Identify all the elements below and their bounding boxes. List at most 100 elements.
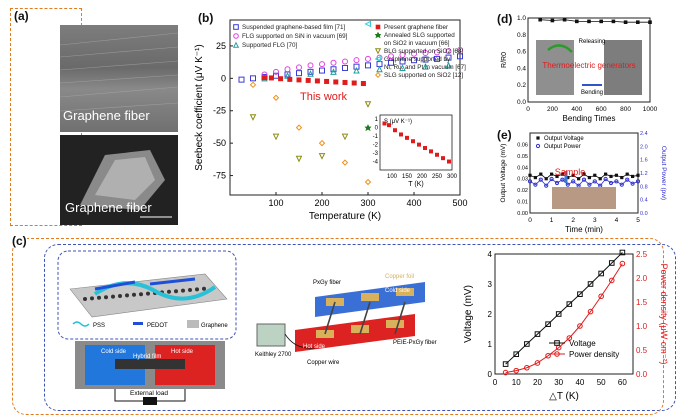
thermoelectric-module: PxGy fiber Copper foil Cold side Hot side Ke… — [255, 274, 437, 366]
copper-wire-label: Copper wire — [307, 360, 340, 366]
legend-label: Graphene supported by — [384, 56, 451, 63]
x-tick-label: 1000 — [643, 106, 658, 113]
carbon-atom — [139, 292, 143, 297]
panel-a-label: (a) — [14, 9, 29, 23]
data-point — [577, 323, 583, 329]
data-point — [534, 331, 541, 337]
inset-point — [429, 149, 433, 154]
y2-tick-label: 1.2 — [640, 171, 648, 177]
data-point — [399, 64, 406, 71]
y-tick-label: 0 — [488, 370, 493, 379]
data-point — [614, 173, 618, 177]
y2-tick-label: 0.0 — [640, 211, 648, 217]
x-tick-label: 200 — [547, 106, 558, 113]
data-point — [533, 182, 538, 187]
data-point — [278, 76, 284, 82]
schematic-box — [57, 250, 237, 340]
y2-tick-label: 1.6 — [640, 158, 648, 164]
data-point — [575, 19, 579, 24]
data-point — [273, 68, 279, 75]
data-point — [399, 52, 406, 58]
series-line — [505, 252, 623, 365]
data-point — [351, 80, 357, 86]
y-axis-label: Seebeck coefficient (μV K⁻¹) — [194, 44, 205, 170]
x-tick-label: 3 — [593, 217, 597, 224]
overlay-label: Thermoelectric generators — [542, 61, 635, 70]
legend-label: Voltage — [569, 339, 596, 348]
inset-x-label: T (K) — [408, 181, 423, 188]
pedot-chain — [94, 277, 196, 291]
data-point — [614, 179, 619, 184]
x-axis-label: Bending Times — [563, 114, 616, 123]
data-point — [502, 361, 509, 367]
pss-legend-label: PSS — [93, 323, 105, 329]
carbon-atom — [83, 297, 87, 301]
inset-point — [405, 135, 409, 140]
y-tick-label: 0.03 — [517, 177, 528, 183]
data-point — [544, 177, 548, 181]
external-load-box — [143, 397, 157, 405]
legend-marker — [536, 136, 540, 140]
data-point — [538, 177, 543, 182]
data-point — [305, 77, 311, 83]
hot-side-label: Hot side — [303, 344, 326, 350]
hybrid-film-device: PSS PEDOT Graphene Cold side Hybrid film Hot … — [57, 250, 237, 405]
sem-caption-bottom: Graphene fiber — [65, 200, 152, 215]
data-point — [272, 133, 280, 141]
data-point — [635, 179, 641, 184]
data-point — [608, 260, 615, 266]
legend-marker — [535, 143, 541, 149]
data-point — [318, 153, 326, 160]
data-point — [330, 59, 337, 66]
legend-label: Output Voltage — [544, 136, 584, 142]
keithley-meter — [256, 323, 286, 347]
data-point — [562, 17, 567, 22]
seebeck-chart: 100 200 300 400 500 -75 -50 -25 0 25 Temperature (… — [194, 19, 468, 222]
x-tick-label: 600 — [596, 106, 607, 113]
y-tick-label: 2 — [488, 310, 493, 319]
inset-y-tick-label: -1 — [373, 134, 379, 140]
data-point — [272, 94, 280, 101]
data-point — [648, 20, 652, 24]
data-point — [587, 182, 592, 187]
carbon-atom — [132, 292, 136, 297]
legend-label: Output Power — [544, 144, 581, 150]
hybrid-label: Hybrid film — [133, 354, 161, 360]
fiber-texture — [59, 32, 179, 112]
y2-tick-label: 2.5 — [636, 250, 648, 259]
data-point — [422, 63, 429, 70]
data-point — [399, 58, 406, 65]
y-tick-label: 0 — [221, 73, 226, 83]
data-point — [445, 54, 452, 61]
inset-y-tick-label: -4 — [373, 160, 379, 166]
data-point — [524, 341, 530, 347]
x-axis-label: △T (K) — [549, 391, 579, 402]
carbon-atom — [146, 291, 150, 296]
data-point — [513, 351, 520, 358]
copper-foil-pad — [361, 293, 379, 301]
data-point — [249, 81, 257, 89]
data-point — [513, 367, 520, 374]
y2-axis-label: Power density (μW cm⁻²) — [659, 264, 669, 365]
data-point — [364, 124, 372, 132]
data-point — [555, 311, 562, 317]
data-point — [250, 75, 256, 82]
inset-point — [423, 146, 427, 150]
data-point — [554, 180, 560, 186]
this-work-annotation: This work — [300, 91, 348, 103]
data-point — [422, 56, 429, 63]
legend-label: FLG supported on SiN in vacuum [69] — [242, 33, 348, 40]
data-point — [581, 177, 587, 182]
y-tick-label: 3 — [488, 280, 493, 289]
sem-caption-top: Graphene fiber — [63, 108, 150, 123]
data-point — [566, 175, 570, 180]
y-axis-label: Output Voltage (mV) — [500, 144, 507, 203]
data-point — [539, 172, 543, 176]
hybrid-film-strip — [115, 359, 185, 369]
data-point — [360, 81, 366, 87]
sample-label: Sample — [555, 167, 586, 177]
data-point — [609, 174, 613, 179]
legend-label: Supported FLG [70] — [242, 42, 298, 49]
data-point — [445, 61, 452, 69]
fiber-cross-section — [80, 150, 172, 218]
